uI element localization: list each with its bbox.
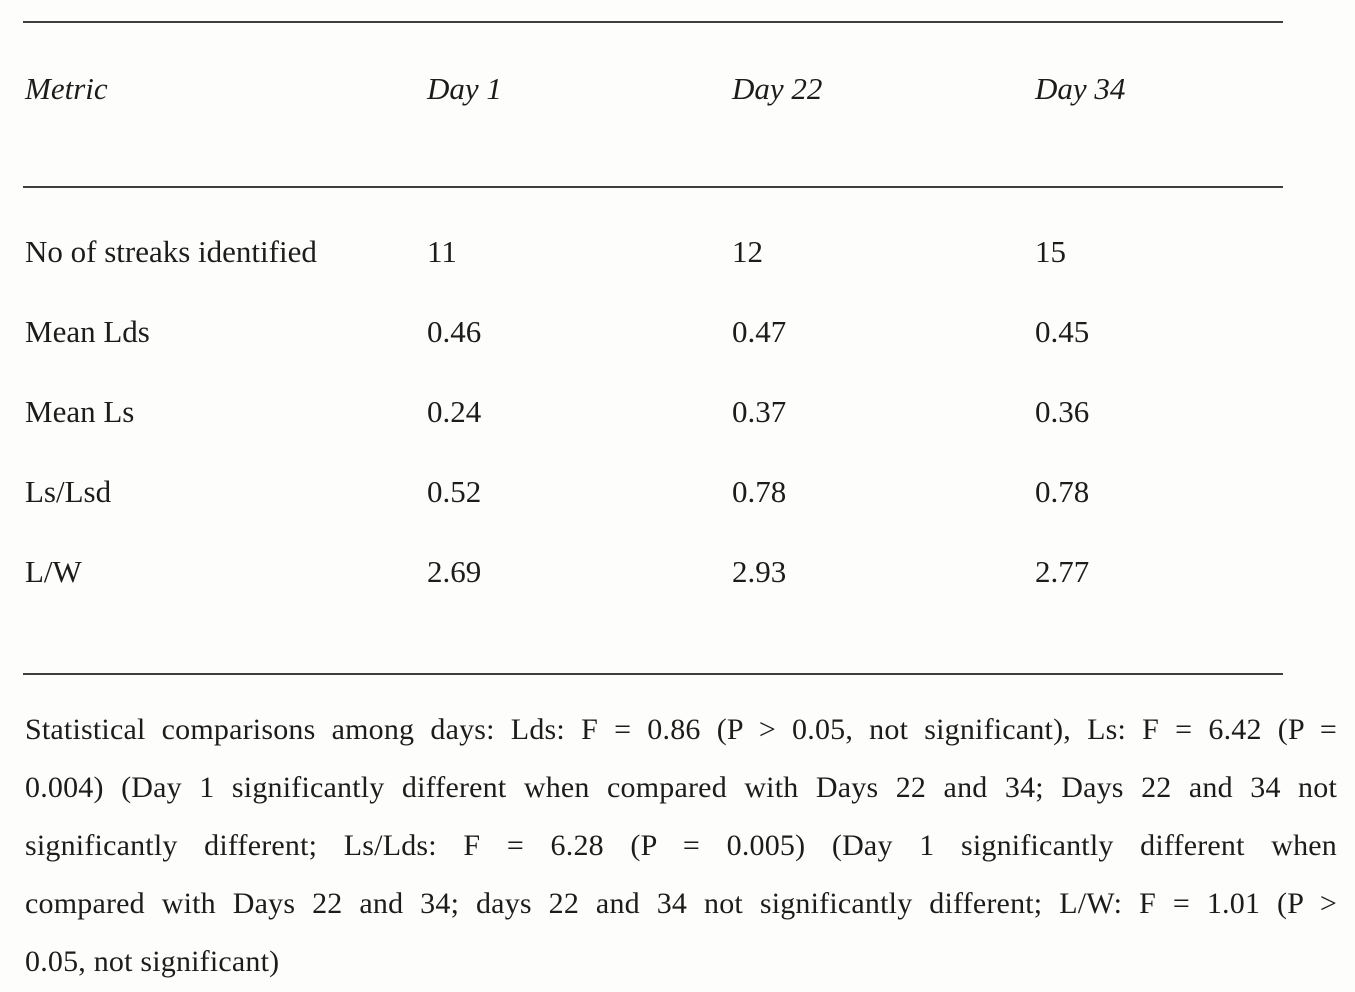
row-label: Mean Lds bbox=[25, 314, 150, 349]
table-header-rule bbox=[23, 186, 1283, 188]
table-row: Mean Lds 0.46 0.47 0.45 bbox=[23, 292, 1283, 372]
cell-day1: 0.52 bbox=[427, 474, 482, 509]
table-row: No of streaks identified 11 12 15 bbox=[23, 212, 1283, 292]
cell-day1: 2.69 bbox=[427, 554, 482, 589]
row-label: L/W bbox=[25, 554, 82, 589]
cell-day34: 15 bbox=[1035, 234, 1066, 269]
table-row: L/W 2.69 2.93 2.77 bbox=[23, 532, 1283, 612]
cell-day22: 2.93 bbox=[732, 554, 787, 589]
cell-day22: 0.37 bbox=[732, 394, 787, 429]
table-header-row: Metric Day 1 Day 22 Day 34 bbox=[23, 23, 1283, 186]
table-row: Mean Ls 0.24 0.37 0.36 bbox=[23, 372, 1283, 452]
cell-day1: 0.24 bbox=[427, 394, 482, 429]
row-label: No of streaks identified bbox=[25, 234, 317, 269]
cell-day1: 11 bbox=[427, 234, 457, 269]
row-label: Mean Ls bbox=[25, 394, 135, 429]
column-header-metric: Metric bbox=[25, 71, 108, 106]
metrics-table: Metric Day 1 Day 22 Day 34 No of streaks… bbox=[23, 21, 1283, 675]
cell-day34: 2.77 bbox=[1035, 554, 1090, 589]
table-row: Ls/Lsd 0.52 0.78 0.78 bbox=[23, 452, 1283, 532]
cell-day22: 12 bbox=[732, 234, 763, 269]
table-body: No of streaks identified 11 12 15 Mean L… bbox=[23, 188, 1283, 673]
column-header-day34: Day 34 bbox=[1035, 71, 1126, 106]
cell-day34: 0.36 bbox=[1035, 394, 1090, 429]
cell-day34: 0.45 bbox=[1035, 314, 1090, 349]
cell-day22: 0.78 bbox=[732, 474, 787, 509]
cell-day22: 0.47 bbox=[732, 314, 787, 349]
cell-day34: 0.78 bbox=[1035, 474, 1090, 509]
statistical-footnote: Statistical comparisons among days: Lds:… bbox=[25, 701, 1337, 991]
column-header-day22: Day 22 bbox=[732, 71, 823, 106]
footnote-line: significantly different; Ls/Lds: F = 6.2… bbox=[25, 829, 1337, 862]
table-top-rule bbox=[23, 21, 1283, 23]
row-label: Ls/Lsd bbox=[25, 474, 112, 509]
cell-day1: 0.46 bbox=[427, 314, 482, 349]
footnote-line: compared with Days 22 and 34; days 22 an… bbox=[25, 887, 1337, 920]
table-bottom-rule bbox=[23, 673, 1283, 675]
footnote-line: Statistical comparisons among days: Lds:… bbox=[25, 713, 1337, 746]
column-header-day1: Day 1 bbox=[427, 71, 502, 106]
footnote-line: 0.004) (Day 1 significantly different wh… bbox=[25, 771, 1337, 804]
footnote-line: 0.05, not significant) bbox=[25, 945, 280, 978]
